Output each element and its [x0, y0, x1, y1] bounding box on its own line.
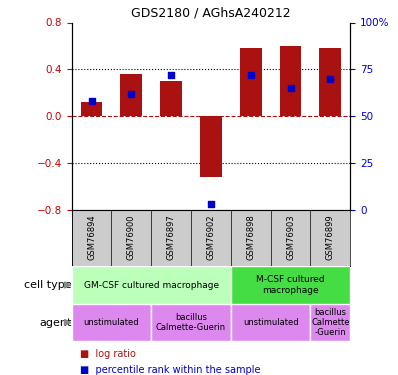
Title: GDS2180 / AGhsA240212: GDS2180 / AGhsA240212: [131, 7, 291, 20]
Text: M-CSF cultured
macrophage: M-CSF cultured macrophage: [256, 275, 325, 295]
Text: ■  percentile rank within the sample: ■ percentile rank within the sample: [80, 365, 260, 375]
Bar: [80, 102, 103, 116]
Bar: [231, 266, 350, 304]
Point: [327, 76, 334, 82]
Point: [248, 72, 254, 78]
Text: GM-CSF cultured macrophage: GM-CSF cultured macrophage: [84, 280, 219, 290]
Bar: [319, 48, 341, 116]
Bar: [200, 116, 222, 177]
Text: unstimulated: unstimulated: [84, 318, 139, 327]
Text: unstimulated: unstimulated: [243, 318, 298, 327]
Text: GSM76894: GSM76894: [87, 214, 96, 260]
Bar: [72, 266, 231, 304]
Text: GSM76900: GSM76900: [127, 214, 136, 260]
Text: GSM76902: GSM76902: [207, 214, 215, 260]
Text: agent: agent: [39, 318, 72, 327]
Bar: [72, 304, 151, 341]
Bar: [231, 304, 310, 341]
Bar: [120, 74, 142, 116]
Text: GSM76903: GSM76903: [286, 214, 295, 260]
Text: bacillus
Calmette-Guerin: bacillus Calmette-Guerin: [156, 313, 226, 332]
Bar: [279, 46, 301, 116]
Point: [88, 98, 95, 104]
Text: cell type: cell type: [24, 280, 72, 290]
Point: [208, 201, 214, 207]
Text: GSM76897: GSM76897: [167, 214, 176, 260]
Bar: [160, 81, 182, 116]
Point: [287, 85, 294, 91]
Text: ■  log ratio: ■ log ratio: [80, 350, 135, 359]
Bar: [310, 304, 350, 341]
Bar: [240, 48, 261, 116]
Text: GSM76899: GSM76899: [326, 214, 335, 260]
Text: GSM76898: GSM76898: [246, 214, 255, 260]
Point: [128, 91, 135, 97]
Bar: [151, 304, 231, 341]
Point: [168, 72, 174, 78]
Text: bacillus
Calmette
-Guerin: bacillus Calmette -Guerin: [311, 308, 349, 338]
